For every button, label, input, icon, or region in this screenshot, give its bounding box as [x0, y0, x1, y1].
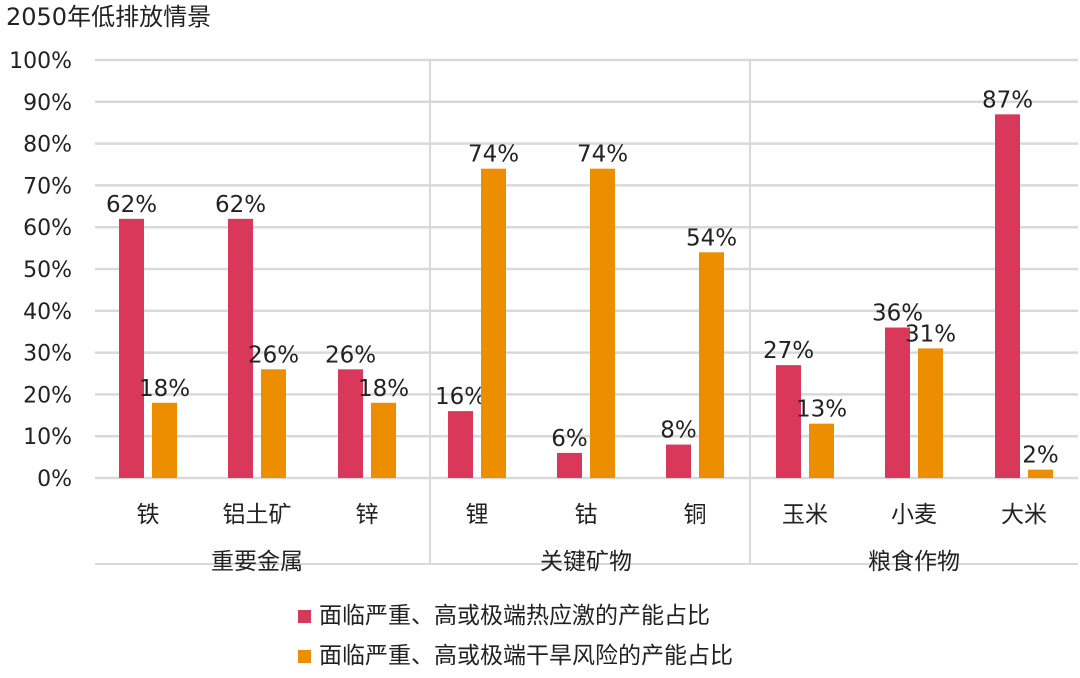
category-label: 锂 — [466, 502, 489, 528]
y-tick-label: 80% — [23, 133, 72, 158]
legend-item-drought: 面临严重、高或极端干旱风险的产能占比 — [298, 636, 733, 676]
bar-drought — [371, 402, 396, 478]
group-label: 粮食作物 — [868, 549, 960, 575]
bar-heat — [885, 327, 910, 478]
bar-drought — [481, 168, 506, 478]
legend-swatch-heat — [298, 609, 311, 623]
bar-drought — [261, 369, 286, 478]
category-label: 铜 — [684, 502, 707, 528]
data-label: 6% — [551, 426, 588, 452]
group-label: 重要金属 — [211, 549, 303, 575]
category-label: 钴 — [575, 502, 598, 528]
y-tick-label: 10% — [23, 425, 72, 450]
chart-title: 2050年低排放情景 — [6, 3, 212, 31]
data-label: 62% — [106, 192, 157, 218]
y-tick-label: 20% — [23, 383, 72, 408]
bar-drought — [590, 168, 615, 478]
legend: 面临严重、高或极端热应激的产能占比 面临严重、高或极端干旱风险的产能占比 — [298, 596, 733, 676]
group-label: 关键矿物 — [540, 549, 632, 575]
data-label: 27% — [763, 338, 814, 364]
bar-drought — [918, 348, 943, 478]
legend-label-drought: 面临严重、高或极端干旱风险的产能占比 — [319, 643, 733, 669]
data-label: 54% — [686, 225, 737, 251]
data-label: 36% — [872, 301, 923, 327]
category-label: 小麦 — [891, 502, 937, 528]
y-tick-label: 30% — [23, 342, 72, 367]
bar-heat — [666, 444, 691, 478]
bar-heat — [228, 218, 253, 478]
bar-drought — [809, 423, 834, 478]
y-tick-label: 90% — [23, 91, 72, 116]
category-label: 大米 — [1001, 502, 1047, 528]
data-label: 2% — [1022, 443, 1059, 469]
data-label: 62% — [215, 192, 266, 218]
bar-drought — [699, 252, 724, 478]
data-label: 26% — [325, 342, 376, 368]
bar-drought — [152, 402, 177, 478]
bar-drought — [1028, 469, 1053, 478]
data-label: 8% — [660, 418, 697, 444]
category-label: 铝土矿 — [223, 502, 292, 528]
bar-heat — [448, 411, 473, 478]
data-label: 74% — [468, 142, 519, 168]
category-label: 铁 — [137, 502, 160, 528]
bar-heat — [776, 365, 801, 478]
y-tick-label: 70% — [23, 174, 72, 199]
y-tick-label: 0% — [37, 467, 72, 492]
data-label: 87% — [982, 87, 1033, 113]
data-label: 26% — [248, 342, 299, 368]
bar-heat — [995, 114, 1020, 478]
bar-heat — [557, 452, 582, 478]
y-tick-label: 100% — [9, 49, 72, 74]
y-tick-label: 60% — [23, 216, 72, 241]
bar-heat — [119, 218, 144, 478]
data-label: 13% — [796, 397, 847, 423]
legend-swatch-drought — [298, 649, 311, 663]
data-label: 31% — [905, 321, 956, 347]
data-label: 18% — [139, 376, 190, 402]
category-label: 玉米 — [782, 502, 828, 528]
bar-heat — [338, 369, 363, 478]
data-label: 16% — [435, 384, 486, 410]
legend-item-heat: 面临严重、高或极端热应激的产能占比 — [298, 596, 733, 636]
legend-label-heat: 面临严重、高或极端热应激的产能占比 — [319, 603, 710, 629]
y-tick-label: 50% — [23, 258, 72, 283]
y-tick-label: 40% — [23, 300, 72, 325]
category-label: 锌 — [356, 502, 379, 528]
data-label: 74% — [577, 142, 628, 168]
data-label: 18% — [358, 376, 409, 402]
